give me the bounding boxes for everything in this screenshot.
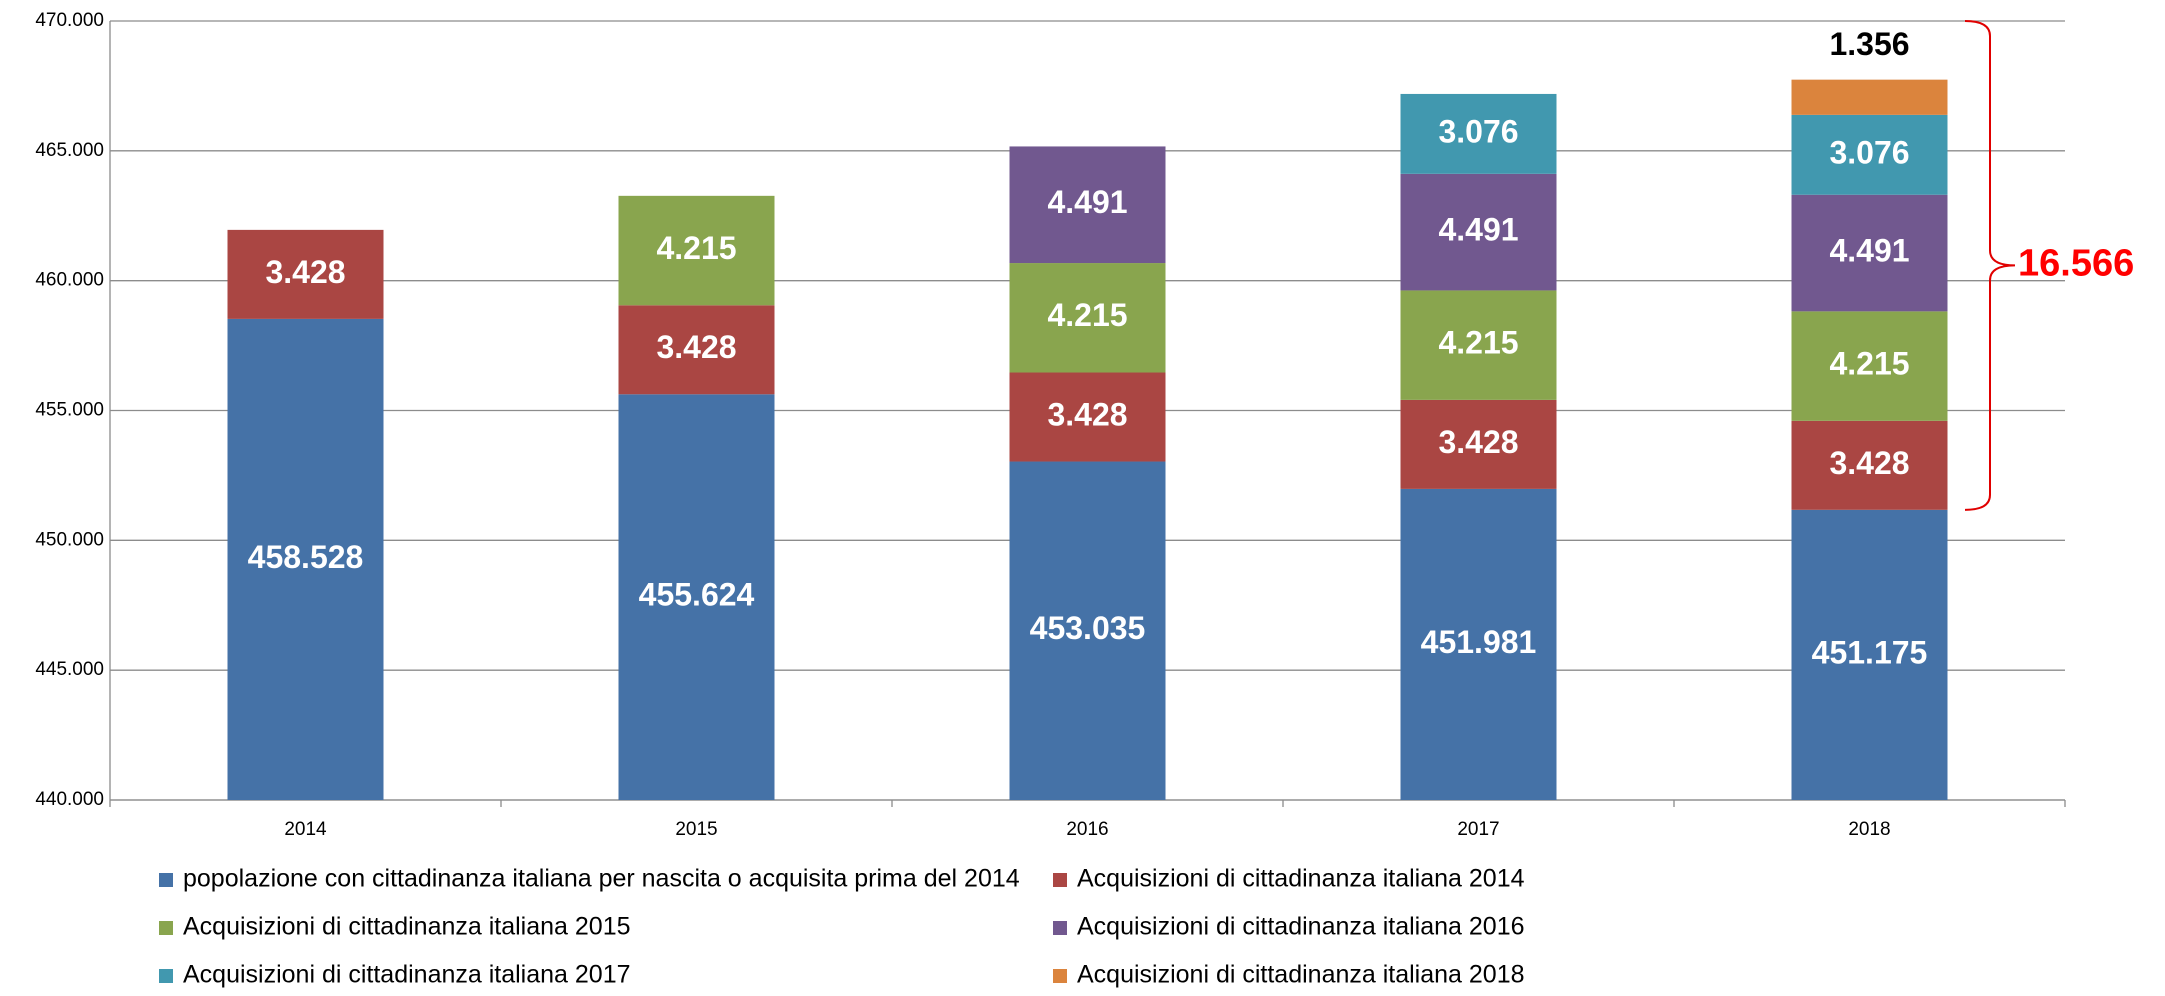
- annotation: 16.566: [2018, 242, 2134, 284]
- y-tick-label: 450.000: [35, 529, 104, 550]
- legend-label: Acquisizioni di cittadinanza italiana 20…: [1077, 865, 1525, 893]
- data-label: 4.491: [1438, 212, 1518, 248]
- data-label: 4.215: [1829, 346, 1909, 382]
- bar-segment: [1791, 420, 1948, 510]
- x-tick-label: 2016: [1066, 819, 1108, 840]
- bar-segment: [1009, 461, 1166, 800]
- brace: [1964, 20, 2016, 511]
- bar-segment: [1400, 399, 1557, 489]
- data-label: 3.428: [265, 254, 345, 290]
- bar-segment: [1400, 93, 1557, 174]
- bar-segment: [618, 305, 775, 395]
- y-tick-label: 460.000: [35, 270, 104, 291]
- bar-segment: [1791, 79, 1948, 115]
- legend-label: popolazione con cittadinanza italiana pe…: [183, 865, 1020, 893]
- bar-segment: [1791, 194, 1948, 312]
- bar-segment: [618, 195, 775, 306]
- bar-segment: [1009, 372, 1166, 462]
- data-label: 4.491: [1829, 233, 1909, 269]
- legend-label: Acquisizioni di cittadinanza italiana 20…: [183, 913, 631, 941]
- x-tick-label: 2017: [1457, 819, 1499, 840]
- bar-segment: [1400, 488, 1557, 800]
- data-label: 3.428: [1829, 445, 1909, 481]
- data-label: 4.215: [1047, 297, 1127, 333]
- legend-swatch: [1053, 873, 1067, 887]
- y-tick-label: 465.000: [35, 140, 104, 161]
- legend-swatch: [159, 921, 173, 935]
- legend-swatch: [159, 873, 173, 887]
- data-label: 453.035: [1030, 610, 1146, 646]
- data-label: 455.624: [639, 577, 755, 613]
- bar-segment: [227, 229, 384, 319]
- data-label: 4.215: [656, 230, 736, 266]
- data-label: 4.215: [1438, 325, 1518, 361]
- data-label: 3.428: [1047, 396, 1127, 432]
- bar-segment: [1400, 290, 1557, 400]
- data-label: 451.981: [1421, 624, 1537, 660]
- x-tick-label: 2018: [1848, 819, 1890, 840]
- data-label: 458.528: [248, 539, 364, 575]
- bar-segment: [1400, 173, 1557, 291]
- data-label: 3.428: [656, 329, 736, 365]
- legend-swatch: [159, 969, 173, 983]
- data-label: 4.491: [1047, 184, 1127, 220]
- legend-label: Acquisizioni di cittadinanza italiana 20…: [1077, 913, 1525, 941]
- bar-segment: [1791, 114, 1948, 195]
- legend-label: Acquisizioni di cittadinanza italiana 20…: [183, 961, 631, 989]
- bar-segment: [618, 394, 775, 800]
- x-tick-label: 2015: [675, 819, 717, 840]
- legend-label: Acquisizioni di cittadinanza italiana 20…: [1077, 961, 1525, 989]
- bar-segment: [1791, 509, 1948, 800]
- data-label: 3.076: [1438, 113, 1518, 149]
- bar-segment: [1009, 263, 1166, 373]
- bar-segment: [1009, 146, 1166, 264]
- y-tick-label: 445.000: [35, 659, 104, 680]
- y-tick-label: 455.000: [35, 400, 104, 421]
- y-tick-label: 470.000: [35, 10, 104, 31]
- bar-segment: [227, 318, 384, 800]
- bar-segment: [1791, 311, 1948, 421]
- data-label: 3.076: [1829, 134, 1909, 170]
- y-tick-label: 440.000: [35, 789, 104, 810]
- legend-swatch: [1053, 921, 1067, 935]
- data-label: 3.428: [1438, 424, 1518, 460]
- data-label: 451.175: [1812, 634, 1928, 670]
- x-tick-label: 2014: [284, 819, 327, 840]
- data-label: 1.356: [1829, 26, 1909, 62]
- legend-swatch: [1053, 969, 1067, 983]
